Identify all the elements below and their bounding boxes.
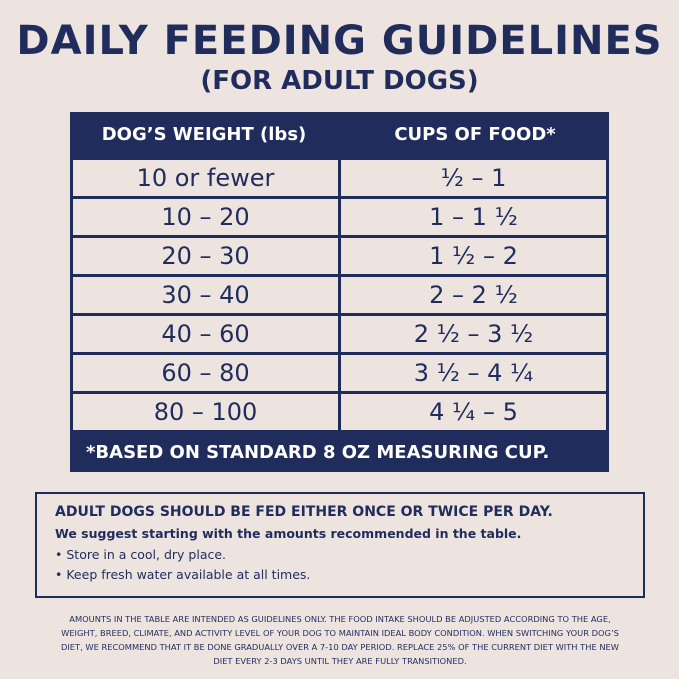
table-cell: ½ – 1 <box>341 160 606 196</box>
table-row: 40 – 60 2 ½ – 3 ½ <box>73 316 606 352</box>
table-row: 10 – 20 1 – 1 ½ <box>73 199 606 235</box>
subtitle: (FOR ADULT DOGS) <box>200 66 479 96</box>
info-heading: ADULT DOGS SHOULD BE FED EITHER ONCE OR … <box>55 504 553 520</box>
table-cell: 20 – 30 <box>73 238 338 274</box>
bullet: • Store in a cool, dry place. <box>55 547 227 562</box>
column-header: CUPS OF FOOD* <box>394 124 556 145</box>
table-cell: 4 ¼ – 5 <box>341 394 606 430</box>
table-cell: 60 – 80 <box>73 355 338 391</box>
info-subheading: We suggest starting with the amounts rec… <box>55 526 522 541</box>
bullet: • Keep fresh water available at all time… <box>55 567 311 582</box>
table-cell: 30 – 40 <box>73 277 338 313</box>
table-cell: 1 ½ – 2 <box>341 238 606 274</box>
bullet-text: Store in a cool, dry place. <box>66 547 227 562</box>
table-cell: 2 – 2 ½ <box>341 277 606 313</box>
table-cell: 2 ½ – 3 ½ <box>341 316 606 352</box>
table: DOG’S WEIGHT (lbs) CUPS OF FOOD* *BASED … <box>70 112 609 472</box>
table-cell: 80 – 100 <box>73 394 338 430</box>
column-header: DOG’S WEIGHT (lbs) <box>101 124 307 145</box>
table-row: 10 or fewer ½ – 1 <box>73 160 606 196</box>
title: DAILY FEEDING GUIDELINES <box>16 18 663 64</box>
table-row: 20 – 30 1 ½ – 2 <box>73 238 606 274</box>
table-cell: 10 or fewer <box>73 160 338 196</box>
table-row: 80 – 100 4 ¼ – 5 <box>73 394 606 430</box>
table-cell: 40 – 60 <box>73 316 338 352</box>
disclaimer: AMOUNTS IN THE TABLE ARE INTENDED AS GUI… <box>60 614 620 666</box>
table-row: 30 – 40 2 – 2 ½ <box>73 277 606 313</box>
table-cell: 1 – 1 ½ <box>341 199 606 235</box>
info-box: ADULT DOGS SHOULD BE FED EITHER ONCE OR … <box>35 492 645 598</box>
bullet-text: Keep fresh water available at all times. <box>66 567 311 582</box>
table-cell: 10 – 20 <box>73 199 338 235</box>
table-row: 60 – 80 3 ½ – 4 ¼ <box>73 355 606 391</box>
table-footnote: *BASED ON STANDARD 8 OZ MEASURING CUP. <box>86 442 550 463</box>
table-cell: 3 ½ – 4 ¼ <box>341 355 606 391</box>
